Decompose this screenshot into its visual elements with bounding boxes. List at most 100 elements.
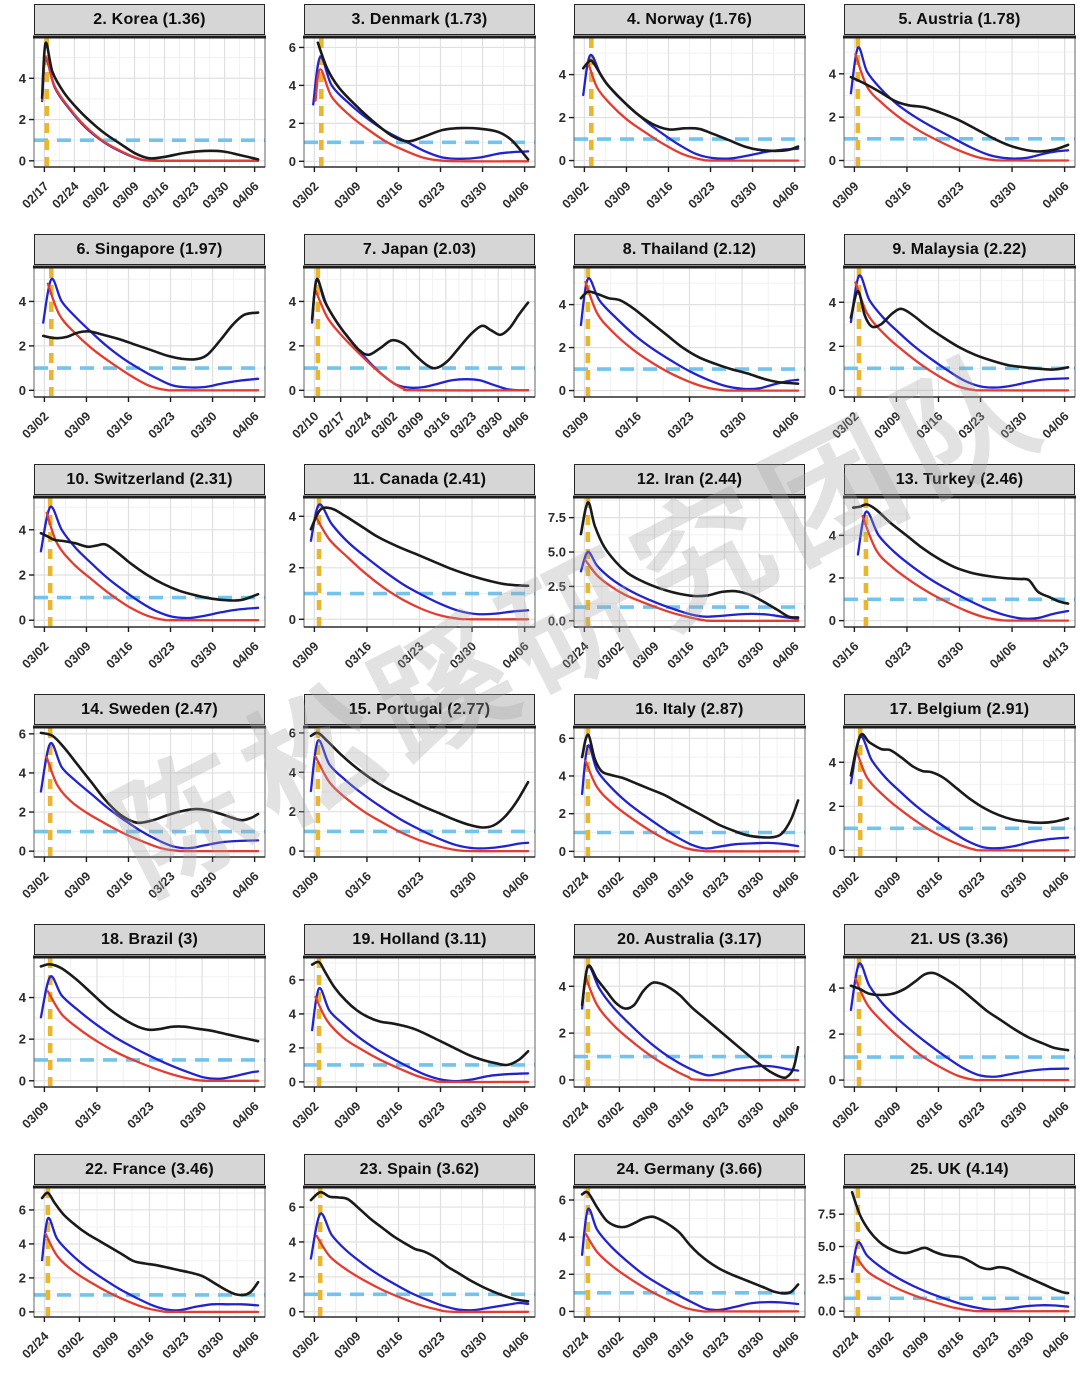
x-tick-label: 03/23 [146, 409, 178, 441]
panel-title-strip: 16. Italy (2.87) [574, 694, 805, 725]
x-tick-label: 02/24 [342, 409, 374, 441]
x-tick-label: 03/30 [200, 179, 232, 211]
y-tick-label: 5.0 [548, 545, 566, 560]
panel-title-strip: 13. Turkey (2.46) [844, 464, 1075, 495]
black-series-line [39, 731, 260, 825]
blue-series-line [849, 962, 1070, 1078]
black-series-line [580, 1190, 800, 1295]
panel-plot: 03/02 03/09 03/16 03/23 03/30 04/06 0 2 4 6 [289, 1185, 536, 1361]
y-tick-label: 4 [829, 755, 837, 770]
x-tick-label: 02/24 [559, 869, 591, 901]
panel-title: 20. Australia (3.17) [617, 930, 762, 948]
blue-series-line [850, 1241, 1070, 1312]
x-tick-label: 03/09 [332, 179, 364, 211]
y-tick-label: 0 [19, 383, 26, 398]
x-tick-label: 03/09 [630, 1099, 662, 1131]
x-tick-label: 03/23 [170, 179, 202, 211]
y-tick-label: 0 [289, 844, 296, 859]
x-tick-label: 03/23 [160, 1329, 192, 1361]
x-tick-label: 03/30 [188, 869, 220, 901]
blue-series-line [856, 510, 1070, 620]
x-tick-label: 04/06 [1040, 1099, 1072, 1131]
panel-title-strip: 21. US (3.36) [844, 924, 1075, 955]
x-tick-label: 03/30 [735, 639, 767, 671]
panel-title-strip: 5. Austria (1.78) [844, 4, 1075, 35]
blue-series-line [579, 550, 800, 620]
x-tick-label: 02/10 [289, 409, 321, 441]
y-tick-label: 2 [829, 1027, 836, 1042]
x-tick-label: 03/23 [665, 409, 697, 441]
x-tick-label: 04/06 [1040, 179, 1072, 211]
panel-plot: 03/02 03/09 03/16 03/23 03/30 04/06 0 2 4 [829, 955, 1076, 1131]
x-tick-label: 03/02 [595, 869, 627, 901]
panel-title-strip: 18. Brazil (3) [34, 924, 265, 955]
panel-title: 18. Brazil (3) [100, 930, 199, 948]
y-tick-label: 0 [559, 153, 566, 168]
x-tick-label: 03/30 [188, 639, 220, 671]
x-tick-label: 03/23 [956, 869, 988, 901]
panel-title: 8. Thailand (2.12) [622, 240, 757, 258]
x-tick-label: 04/06 [770, 1329, 802, 1361]
panel-title-strip: 11. Canada (2.41) [304, 464, 535, 495]
y-tick-label: 2.5 [548, 579, 566, 594]
x-tick-label: 03/23 [686, 179, 718, 211]
y-tick-label: 0 [19, 153, 26, 168]
x-tick-label: 03/16 [342, 639, 374, 671]
black-series-line [39, 962, 260, 1043]
red-series-line [314, 515, 530, 621]
y-tick-label: 0 [289, 612, 296, 627]
y-tick-label: 4 [289, 1234, 297, 1249]
x-tick-label: 03/16 [140, 179, 172, 211]
x-tick-label: 03/23 [970, 1329, 1002, 1361]
x-tick-label: 03/16 [935, 1329, 967, 1361]
y-tick-label: 0 [829, 153, 836, 168]
country-panel: 5. Austria (1.78) 03/09 03/16 03/23 03/30 04… [810, 4, 1080, 234]
y-tick-label: 0 [829, 383, 836, 398]
panel-plot: 03/02 03/09 03/16 03/23 03/30 04/06 0 2 4 6 [289, 955, 536, 1131]
red-series-line [854, 977, 1070, 1082]
x-tick-label: 03/23 [956, 1099, 988, 1131]
country-panel: 10. Switzerland (2.31) 03/02 03/09 03/16 03… [0, 464, 270, 694]
x-tick-label: 03/16 [72, 1099, 104, 1131]
country-panel: 20. Australia (3.17) 02/24 03/02 03/09 03/1… [540, 924, 810, 1154]
y-tick-label: 4 [559, 67, 567, 82]
x-tick-label: 03/02 [289, 1099, 321, 1131]
x-tick-label: 03/02 [865, 1329, 897, 1361]
black-series-line [849, 732, 1070, 825]
panel-plot: 03/02 03/09 03/16 03/23 03/30 04/06 0 2 4 [829, 725, 1076, 901]
x-tick-label: 03/30 [728, 179, 760, 211]
x-tick-label: 03/23 [882, 639, 914, 671]
x-tick-label: 03/09 [90, 1329, 122, 1361]
x-tick-label: 03/09 [872, 409, 904, 441]
red-series-line [586, 60, 800, 162]
x-tick-label: 03/16 [342, 869, 374, 901]
black-series-line [40, 41, 260, 161]
x-tick-label: 03/16 [829, 639, 861, 671]
x-tick-label: 03/09 [289, 639, 321, 671]
panel-plot: 03/16 03/23 03/30 04/06 04/13 0 2 4 [829, 495, 1076, 671]
x-tick-label: 03/09 [62, 409, 94, 441]
x-tick-label: 03/30 [735, 1329, 767, 1361]
y-tick-label: 6 [559, 731, 566, 746]
x-tick-label: 03/09 [829, 179, 861, 211]
country-panel: 19. Holland (3.11) 03/02 03/09 03/16 03/23 0… [270, 924, 540, 1154]
black-series-line [851, 503, 1070, 605]
x-tick-label: 03/02 [595, 1329, 627, 1361]
y-tick-label: 2 [289, 338, 296, 353]
x-tick-label: 02/17 [19, 179, 51, 211]
panel-title: 14. Sweden (2.47) [81, 700, 218, 718]
panel-title: 12. Iran (2.44) [636, 470, 743, 488]
panel-title: 11. Canada (2.41) [352, 470, 487, 488]
x-tick-label: 04/06 [987, 639, 1019, 671]
x-tick-label: 03/09 [630, 869, 662, 901]
panel-plot: 03/02 03/09 03/16 03/23 03/30 04/06 0 2 4 [19, 495, 266, 671]
blue-series-line [39, 742, 260, 850]
red-series-line [314, 995, 530, 1084]
black-series-line [849, 75, 1070, 153]
x-tick-label: 03/23 [146, 639, 178, 671]
x-tick-label: 03/30 [998, 409, 1030, 441]
red-series-line [314, 289, 530, 392]
x-tick-label: 03/09 [395, 409, 427, 441]
red-series-line [855, 750, 1070, 852]
y-tick-label: 4 [19, 71, 27, 86]
